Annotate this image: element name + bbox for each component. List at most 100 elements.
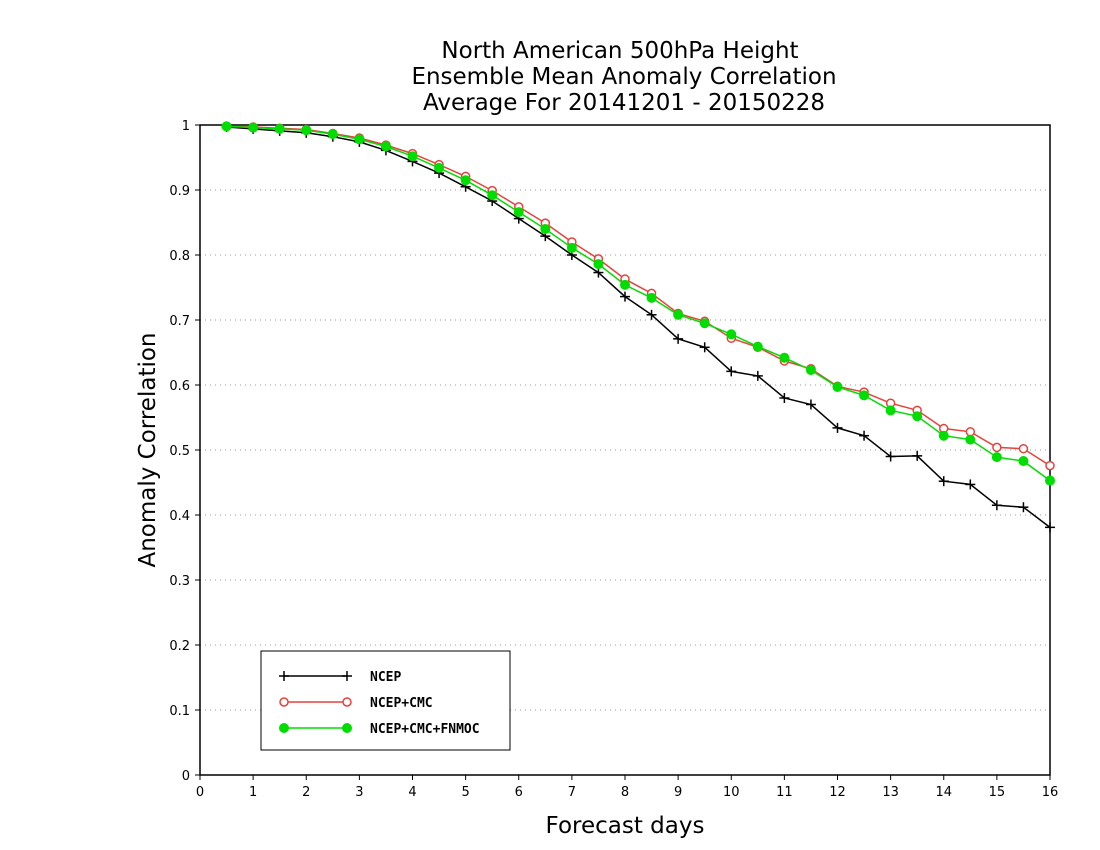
x-tick-label: 11 [776, 785, 793, 800]
data-point [938, 476, 949, 487]
data-point [593, 259, 604, 270]
data-point [832, 381, 843, 392]
series-1 [221, 121, 1055, 471]
data-point [1018, 502, 1029, 513]
y-tick-label: 1 [182, 119, 190, 134]
y-tick-label: 0.3 [169, 574, 190, 589]
legend-label: NCEP+CMC+FNMOC [370, 722, 480, 737]
x-tick-label: 3 [355, 785, 363, 800]
y-axis-title: Anomaly Correlation [135, 332, 161, 567]
series-0 [221, 121, 1055, 533]
data-point [620, 279, 630, 290]
data-point [540, 224, 551, 234]
legend: NCEP NCEP+CMC NCEP+CMC+FNMOC [260, 650, 511, 751]
y-tick-label: 0.4 [169, 509, 190, 524]
x-tick-label: 8 [621, 785, 629, 800]
data-point [1045, 522, 1055, 533]
data-point [965, 479, 976, 490]
legend-item: NCEP+CMC [279, 696, 433, 711]
series-line [226, 125, 1051, 467]
data-point [1018, 443, 1029, 454]
title-line-1: North American 500hPa Height [441, 38, 798, 64]
data-point [460, 175, 471, 186]
y-tick-label: 0.5 [169, 444, 190, 459]
data-point [434, 162, 445, 173]
data-point [1018, 456, 1029, 467]
legend-marker [279, 697, 289, 707]
y-tick-label: 0.8 [169, 249, 190, 264]
legend-marker [342, 723, 352, 733]
legend-box [260, 650, 511, 751]
data-point [752, 341, 763, 352]
data-point [646, 309, 657, 320]
y-tick-label: 0.9 [169, 184, 190, 199]
legend-items: NCEP NCEP+CMC NCEP+CMC+FNMOC [279, 670, 480, 737]
data-point [991, 500, 1002, 511]
legend-marker [342, 697, 352, 707]
data-point [407, 151, 418, 162]
data-point [938, 430, 949, 441]
data-point [646, 292, 657, 303]
x-tick-label: 12 [829, 785, 846, 800]
series-layer [221, 121, 1055, 533]
x-tick-label: 14 [935, 785, 952, 800]
data-point [221, 121, 232, 132]
chart-title: North American 500hPa Height Ensemble Me… [411, 38, 836, 116]
legend-label: NCEP+CMC [370, 696, 433, 711]
data-point [673, 333, 684, 344]
data-point [885, 405, 896, 416]
data-point [699, 318, 710, 329]
legend-item: NCEP [279, 670, 401, 685]
data-point [805, 365, 816, 376]
series-line [226, 126, 1051, 528]
data-point [274, 123, 285, 134]
legend-marker [279, 671, 289, 681]
data-point [354, 134, 365, 145]
x-tick-label: 13 [882, 785, 899, 800]
legend-marker [342, 671, 352, 681]
series-line [226, 125, 1051, 482]
data-point [965, 434, 976, 445]
data-point [1045, 475, 1055, 486]
data-point [859, 390, 870, 401]
data-point [779, 393, 790, 403]
data-point [380, 141, 391, 152]
x-tick-label: 5 [461, 785, 469, 800]
y-tick-label: 0.2 [169, 639, 190, 654]
y-tick-label: 0 [182, 769, 190, 784]
data-point [991, 452, 1002, 463]
x-tick-label: 1 [249, 785, 257, 800]
x-tick-label: 9 [674, 785, 682, 800]
legend-marker [279, 723, 289, 733]
y-tick-label: 0.1 [169, 704, 190, 719]
axis-ticks: 00.10.20.30.40.50.60.70.80.910 1 2 3 4 5 6 7 8 9 1… [169, 119, 1058, 800]
data-point [248, 122, 259, 133]
legend-item: NCEP+CMC+FNMOC [279, 722, 480, 737]
title-line-2: Ensemble Mean Anomaly Correlation [411, 64, 836, 90]
data-point [673, 309, 684, 320]
x-axis-title: Forecast days [546, 813, 705, 839]
data-point [593, 267, 604, 278]
data-point [885, 451, 896, 462]
legend-label: NCEP [370, 670, 401, 685]
data-point [487, 190, 498, 201]
y-tick-label: 0.6 [169, 379, 190, 394]
data-point [726, 329, 737, 340]
x-tick-label: 4 [408, 785, 416, 800]
x-tick-label: 7 [568, 785, 576, 800]
grid-lines [200, 189, 1050, 711]
data-point [327, 129, 338, 140]
data-point [566, 242, 577, 253]
data-point [859, 430, 870, 441]
data-point [726, 366, 737, 377]
x-tick-label: 16 [1042, 785, 1059, 800]
data-point [620, 291, 630, 302]
data-point [992, 442, 1002, 453]
data-point [912, 450, 923, 461]
title-line-3: Average For 20141201 - 20150228 [423, 90, 825, 116]
data-point [699, 342, 710, 353]
y-tick-label: 0.7 [169, 314, 190, 329]
data-point [832, 422, 843, 433]
x-tick-label: 10 [723, 785, 740, 800]
